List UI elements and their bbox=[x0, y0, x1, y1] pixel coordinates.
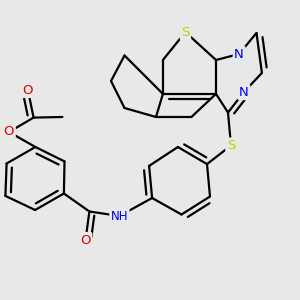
Text: O: O bbox=[4, 125, 14, 139]
Text: O: O bbox=[23, 83, 33, 97]
Text: N: N bbox=[239, 85, 249, 99]
Text: NH: NH bbox=[111, 209, 128, 223]
Text: S: S bbox=[181, 26, 190, 39]
Text: S: S bbox=[227, 139, 235, 152]
Text: O: O bbox=[80, 233, 91, 247]
Text: N: N bbox=[234, 47, 244, 61]
